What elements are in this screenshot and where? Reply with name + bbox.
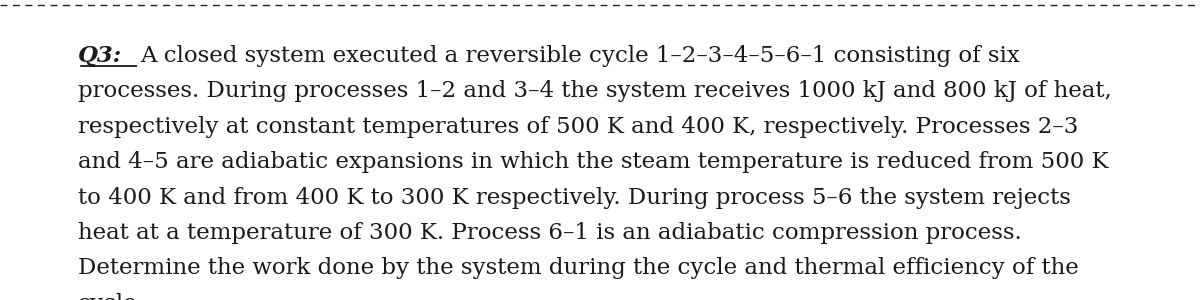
Text: Determine the work done by the system during the cycle and thermal efficiency of: Determine the work done by the system du… (78, 257, 1079, 279)
Text: processes. During processes 1–2 and 3–4 the system receives 1000 kJ and 800 kJ o: processes. During processes 1–2 and 3–4 … (78, 80, 1111, 102)
Text: heat at a temperature of 300 K. Process 6–1 is an adiabatic compression process.: heat at a temperature of 300 K. Process … (78, 222, 1021, 244)
Text: to 400 K and from 400 K to 300 K respectively. During process 5–6 the system rej: to 400 K and from 400 K to 300 K respect… (78, 187, 1070, 208)
Text: Q3:: Q3: (78, 45, 122, 67)
Text: and 4–5 are adiabatic expansions in which the steam temperature is reduced from : and 4–5 are adiabatic expansions in whic… (78, 151, 1109, 173)
Text: A closed system executed a reversible cycle 1–2–3–4–5–6–1 consisting of six: A closed system executed a reversible cy… (140, 45, 1020, 67)
Text: cycle.: cycle. (78, 293, 145, 300)
Text: respectively at constant temperatures of 500 K and 400 K, respectively. Processe: respectively at constant temperatures of… (78, 116, 1079, 138)
